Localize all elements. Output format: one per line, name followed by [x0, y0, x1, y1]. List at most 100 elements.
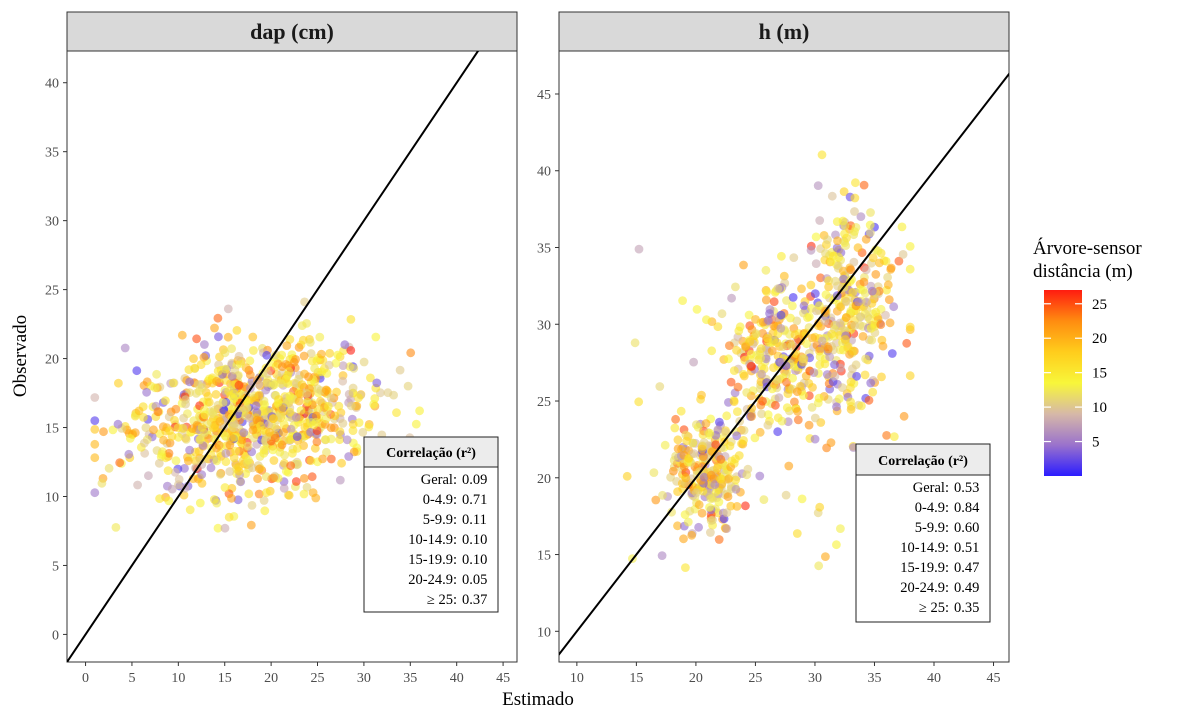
panel-dap-correlation-box: Correlação (r²) Geral: 0.09 0-4.9: 0.71 5-9.… — [363, 436, 499, 613]
data-point — [751, 329, 761, 338]
data-point — [259, 496, 269, 505]
correlation-row-value: 0.71 — [462, 492, 487, 508]
data-point — [820, 359, 830, 369]
data-point — [834, 253, 844, 262]
data-point — [835, 318, 845, 328]
data-point — [883, 280, 893, 290]
data-point — [213, 313, 223, 323]
data-point — [727, 456, 737, 466]
data-point — [174, 480, 183, 490]
data-point — [713, 322, 723, 332]
data-point — [245, 356, 255, 366]
data-point — [371, 332, 381, 342]
data-point — [189, 354, 198, 363]
data-point — [120, 343, 130, 353]
data-point — [774, 393, 784, 403]
data-point — [223, 304, 233, 314]
correlation-box-title: Correlação (r²) — [878, 454, 968, 469]
correlation-row-label: 20-24.9: — [408, 572, 457, 588]
data-point — [254, 390, 264, 400]
data-point — [247, 501, 257, 510]
data-point — [227, 344, 237, 354]
data-point — [763, 410, 773, 420]
data-point — [348, 419, 358, 429]
data-point — [291, 413, 301, 422]
data-point — [859, 277, 869, 287]
data-point — [197, 423, 207, 432]
data-point — [849, 257, 859, 267]
data-point — [307, 472, 317, 482]
data-point — [883, 272, 892, 282]
data-point — [294, 396, 304, 406]
data-point — [309, 420, 319, 430]
y-tick-label: 0 — [52, 628, 59, 643]
data-point — [411, 419, 421, 429]
data-point — [90, 425, 100, 434]
data-point — [747, 412, 756, 421]
data-point — [245, 413, 255, 423]
data-point — [299, 474, 309, 483]
data-point — [887, 349, 897, 358]
data-point — [721, 428, 730, 437]
data-point — [298, 335, 308, 345]
data-point — [868, 387, 878, 397]
legend-tick-label: 20 — [1092, 331, 1107, 347]
data-point — [340, 340, 350, 350]
data-point — [197, 383, 207, 392]
data-point — [685, 506, 695, 516]
data-point — [807, 403, 817, 412]
data-point — [210, 323, 219, 333]
data-point — [140, 438, 149, 448]
data-point — [716, 474, 726, 484]
data-point — [727, 293, 736, 303]
legend-tick-label: 5 — [1092, 435, 1100, 451]
data-point — [822, 370, 832, 379]
y-tick-label: 30 — [537, 318, 551, 333]
correlation-row-value: 0.35 — [954, 600, 979, 616]
data-point — [212, 376, 222, 386]
data-point — [213, 366, 223, 376]
correlation-row-value: 0.09 — [462, 472, 487, 488]
data-point — [885, 318, 895, 328]
data-point — [346, 315, 356, 324]
data-point — [310, 363, 319, 373]
data-point — [133, 480, 143, 490]
data-point — [841, 313, 851, 322]
legend-title-line1: Árvore-sensor — [1033, 237, 1142, 259]
data-point — [230, 365, 240, 375]
data-point — [242, 403, 252, 413]
data-point — [108, 425, 118, 435]
data-point — [271, 423, 280, 433]
data-point — [731, 282, 740, 292]
data-point — [755, 427, 765, 437]
data-point — [306, 349, 316, 358]
data-point — [757, 369, 767, 379]
data-point — [868, 253, 878, 263]
data-point — [269, 414, 278, 424]
data-point — [292, 444, 302, 453]
data-point — [823, 344, 833, 354]
data-point — [346, 401, 356, 411]
data-point — [848, 288, 858, 297]
correlation-row-value: 0.84 — [954, 500, 980, 516]
data-point — [784, 461, 794, 471]
y-tick-label: 40 — [45, 77, 59, 92]
data-point — [726, 501, 736, 511]
data-point — [276, 379, 286, 388]
correlation-row-value: 0.51 — [954, 540, 979, 556]
data-point — [688, 438, 698, 448]
data-point — [865, 220, 875, 230]
data-point — [248, 332, 258, 342]
data-point — [866, 208, 875, 217]
data-point — [697, 390, 706, 400]
data-point — [739, 371, 749, 381]
correlation-row-value: 0.53 — [954, 480, 979, 496]
data-point — [263, 369, 272, 378]
data-point — [144, 471, 153, 481]
data-point — [141, 423, 151, 432]
data-point — [898, 250, 908, 259]
data-point — [724, 354, 733, 364]
legend-color-bar — [1044, 290, 1082, 476]
data-point — [245, 370, 255, 380]
data-point — [259, 396, 269, 406]
